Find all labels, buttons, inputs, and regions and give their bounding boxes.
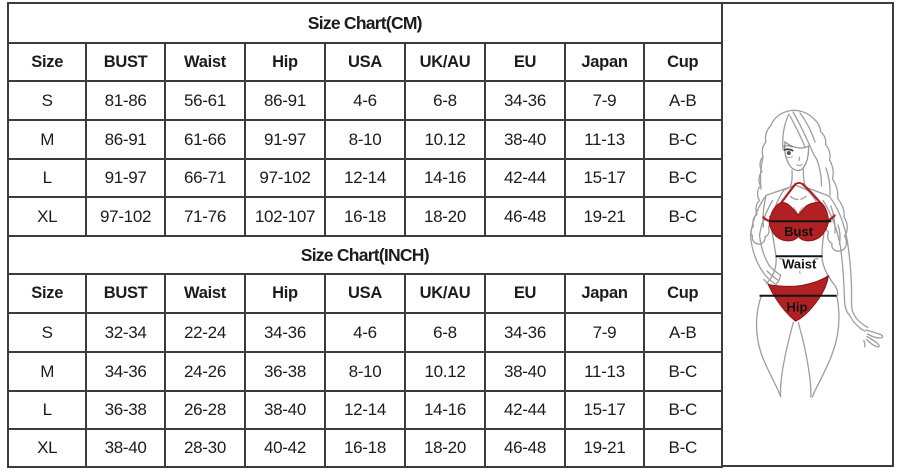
svg-text:Waist: Waist bbox=[782, 257, 817, 272]
svg-text:Bust: Bust bbox=[784, 224, 814, 239]
svg-text:Hip: Hip bbox=[787, 300, 808, 315]
